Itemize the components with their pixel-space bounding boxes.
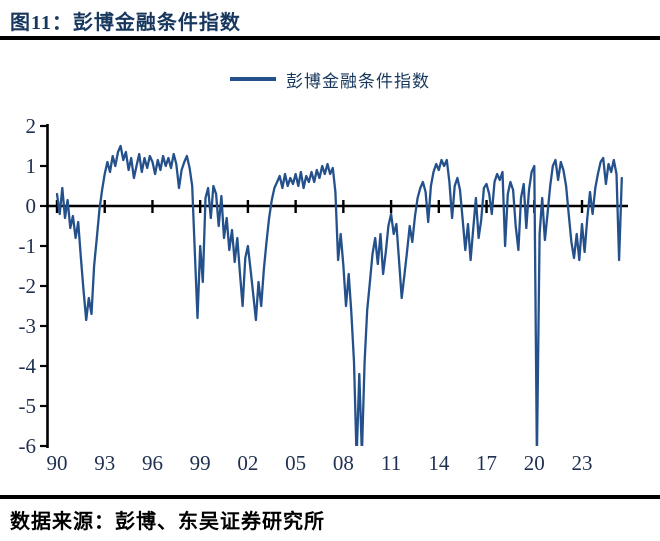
y-tick-label: -5 (19, 394, 37, 418)
x-tick-label: 23 (571, 451, 592, 475)
y-tick-label: -6 (19, 434, 37, 458)
x-tick-label: 93 (94, 451, 115, 475)
y-tick-label: 1 (26, 154, 37, 178)
y-tick-label: 0 (26, 194, 37, 218)
x-tick-label: 02 (237, 451, 258, 475)
y-tick-label: -3 (19, 314, 37, 338)
x-tick-label: 05 (285, 451, 306, 475)
figure-title: 图11：彭博金融条件指数 (10, 12, 241, 34)
x-tick-label: 14 (428, 451, 450, 475)
x-tick-label: 11 (381, 451, 401, 475)
y-tick-label: -4 (19, 354, 37, 378)
y-tick-label: -1 (19, 234, 37, 258)
chart-legend: 彭博金融条件指数 (0, 66, 660, 92)
data-source-note: 数据来源：彭博、东吴证券研究所 (10, 511, 325, 533)
legend-line-swatch (230, 77, 276, 81)
x-tick-label: 96 (142, 451, 163, 475)
legend-series-label: 彭博金融条件指数 (286, 71, 430, 91)
x-tick-label: 90 (47, 451, 68, 475)
x-tick-label: 17 (476, 451, 497, 475)
line-chart: 2 1 0 -1 -2 -3 -4 -5 -6 90 93 96 99 02 05 08 11 14 17 20 23 (19, 114, 628, 475)
y-tick-label: 2 (26, 114, 37, 138)
x-tick-label: 08 (333, 451, 354, 475)
bfci-series-line (55, 144, 623, 446)
x-tick-label: 20 (524, 451, 545, 475)
x-tick-label: 99 (190, 451, 211, 475)
y-tick-label: -2 (19, 274, 37, 298)
top-divider (0, 36, 660, 40)
bottom-divider (0, 495, 660, 499)
